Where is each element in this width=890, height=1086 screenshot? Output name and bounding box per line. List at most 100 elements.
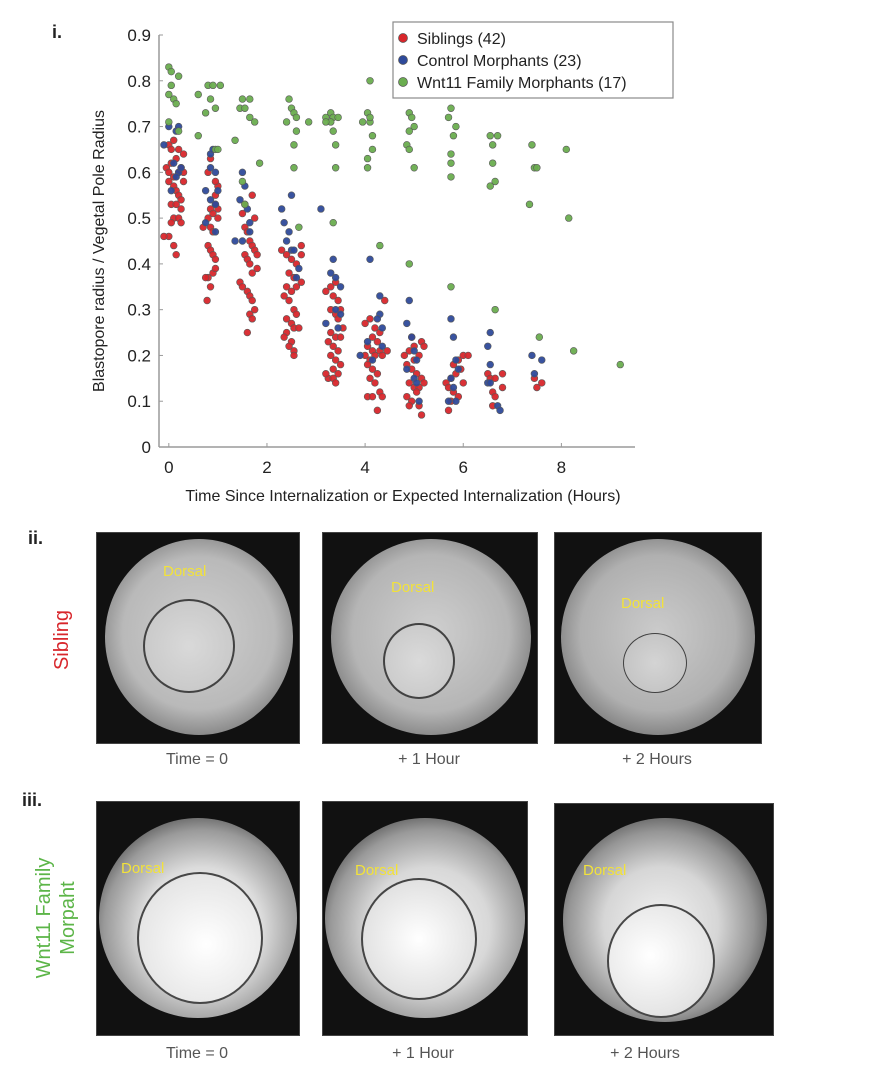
data-point bbox=[376, 292, 384, 300]
caption-wnt11-t0: Time = 0 bbox=[165, 1045, 229, 1062]
data-point bbox=[498, 383, 507, 392]
data-point bbox=[410, 122, 418, 131]
data-point bbox=[366, 374, 374, 383]
scatter-chart: 0 0.1 0.2 0.3 0.4 0.5 0.6 0.7 0.8 0.9 0 2 4 6 8 Time Si… bbox=[91, 21, 674, 505]
data-point bbox=[167, 81, 175, 90]
data-point bbox=[201, 186, 210, 195]
data-point bbox=[209, 81, 217, 90]
embryo-image-wnt11-t0: Dorsal bbox=[96, 801, 300, 1036]
data-point bbox=[331, 356, 340, 364]
data-point bbox=[248, 296, 256, 305]
data-point bbox=[201, 273, 210, 282]
data-point bbox=[253, 264, 261, 273]
data-point bbox=[528, 141, 536, 149]
data-point bbox=[329, 127, 337, 135]
data-point bbox=[280, 292, 288, 300]
data-point bbox=[400, 351, 409, 360]
data-point bbox=[449, 132, 458, 140]
data-point bbox=[238, 283, 247, 291]
data-point bbox=[530, 370, 539, 378]
data-point bbox=[378, 324, 386, 332]
data-point bbox=[238, 209, 247, 218]
data-point bbox=[206, 283, 215, 291]
data-point bbox=[444, 397, 453, 405]
dorsal-annotation: Dorsal bbox=[583, 862, 627, 879]
data-point bbox=[174, 127, 183, 135]
series-0 bbox=[160, 136, 546, 419]
data-point bbox=[211, 200, 220, 209]
data-point bbox=[174, 72, 183, 80]
caption-wnt11-t1: + 1 Hour bbox=[392, 1045, 454, 1062]
data-point bbox=[420, 342, 428, 350]
data-point bbox=[368, 392, 377, 401]
data-point bbox=[172, 173, 180, 181]
data-point bbox=[246, 228, 254, 236]
data-point bbox=[167, 145, 175, 154]
data-point bbox=[538, 356, 546, 364]
data-point bbox=[493, 132, 502, 140]
data-point bbox=[211, 264, 220, 273]
data-point bbox=[214, 145, 222, 154]
x-tick-label: 2 bbox=[262, 458, 271, 477]
data-point bbox=[412, 356, 421, 364]
data-point bbox=[250, 305, 259, 314]
data-point bbox=[538, 379, 546, 387]
data-point bbox=[452, 122, 460, 131]
data-point bbox=[290, 141, 298, 149]
data-point bbox=[331, 379, 340, 387]
data-point bbox=[280, 218, 288, 227]
data-point bbox=[358, 118, 367, 126]
embryo-image-sibling-t2: Dorsal bbox=[554, 532, 762, 744]
data-point bbox=[378, 342, 386, 350]
data-point bbox=[569, 347, 578, 355]
data-point bbox=[363, 154, 372, 163]
data-point bbox=[327, 269, 335, 277]
row-label-wnt11-morphant: Wnt11 Family Morpaht bbox=[32, 848, 80, 988]
embryo-image-wnt11-t2: Dorsal bbox=[554, 803, 774, 1036]
data-point bbox=[331, 273, 340, 282]
data-point bbox=[447, 374, 455, 383]
data-point bbox=[334, 113, 342, 122]
dorsal-annotation: Dorsal bbox=[355, 862, 399, 879]
panel-label-i: i. bbox=[52, 22, 63, 42]
data-point bbox=[408, 113, 416, 122]
data-point bbox=[292, 273, 301, 282]
data-point bbox=[363, 164, 372, 172]
y-tick-label: 0.9 bbox=[127, 26, 151, 45]
embryo-image-sibling-t1: Dorsal bbox=[322, 532, 538, 744]
legend-marker bbox=[398, 55, 408, 65]
data-point bbox=[417, 411, 426, 419]
data-point bbox=[403, 319, 411, 328]
data-point bbox=[322, 370, 330, 378]
data-point bbox=[447, 150, 455, 158]
data-point bbox=[525, 200, 534, 209]
y-tick-label: 0.1 bbox=[127, 392, 151, 411]
data-point bbox=[412, 388, 421, 396]
data-point bbox=[486, 379, 494, 387]
embryo-image-wnt11-t1: Dorsal bbox=[322, 801, 528, 1036]
data-point bbox=[368, 333, 377, 341]
data-point bbox=[290, 164, 298, 172]
data-point bbox=[295, 324, 303, 332]
data-point bbox=[447, 159, 455, 167]
data-point bbox=[282, 237, 291, 245]
data-point bbox=[194, 132, 202, 140]
data-point bbox=[236, 196, 244, 204]
data-point bbox=[420, 379, 428, 387]
data-point bbox=[329, 292, 337, 300]
data-point bbox=[211, 177, 220, 186]
data-point bbox=[238, 177, 247, 186]
data-point bbox=[216, 81, 225, 90]
data-point bbox=[403, 365, 411, 373]
data-point bbox=[246, 260, 254, 268]
data-point bbox=[201, 109, 210, 117]
data-point bbox=[209, 209, 217, 218]
data-point bbox=[331, 305, 340, 314]
data-point bbox=[203, 296, 211, 305]
data-point bbox=[317, 205, 325, 213]
data-point bbox=[334, 370, 342, 378]
data-point bbox=[324, 338, 332, 346]
data-point bbox=[366, 113, 374, 122]
data-point bbox=[172, 200, 180, 209]
data-point bbox=[243, 328, 252, 337]
